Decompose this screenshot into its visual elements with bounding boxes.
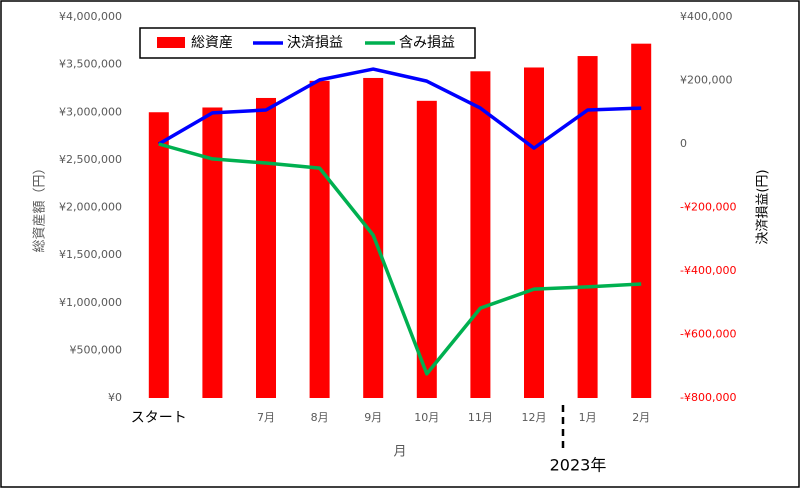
y-tick-label: ¥2,500,000: [59, 153, 122, 166]
y-tick-label: ¥2,000,000: [59, 201, 122, 214]
legend-swatch: [157, 37, 185, 48]
bar: [256, 97, 276, 399]
legend-label: 含み損益: [399, 35, 455, 51]
y2-axis-title: 決済損益(円): [755, 169, 771, 244]
line: [158, 142, 642, 376]
x-tick-label: 12月: [522, 411, 547, 424]
y-axis-title: 総資産額（円）: [32, 161, 48, 252]
x-tick-label: 7月: [257, 411, 275, 424]
bar: [416, 100, 437, 398]
bar: [309, 80, 330, 398]
y2-tick-label: -¥200,000: [680, 201, 736, 214]
y-tick-label: ¥500,000: [70, 343, 123, 356]
y-tick-label: ¥3,000,000: [59, 105, 122, 118]
legend: [139, 27, 476, 59]
legend-label: 決済損益: [287, 35, 343, 51]
y2-tick-label: ¥400,000: [680, 10, 733, 23]
y-tick-label: ¥1,500,000: [59, 248, 122, 261]
x-tick-label: 9月: [364, 411, 382, 424]
bar: [202, 107, 223, 399]
bar: [631, 43, 652, 399]
x-tick-label: 2月: [632, 411, 650, 424]
bar: [470, 71, 491, 398]
x-tick-label: 8月: [311, 411, 329, 424]
y2-tick-label: -¥600,000: [680, 328, 736, 341]
x-tick-label: スタート: [131, 410, 187, 426]
year-annotation: 2023年: [550, 456, 607, 475]
y-tick-label: ¥0: [108, 391, 122, 404]
x-tick-label: 10月: [414, 411, 439, 424]
x-tick-label: 11月: [468, 411, 493, 424]
y-tick-label: ¥1,000,000: [59, 296, 122, 309]
legend-label: 総資産: [191, 35, 233, 51]
bar: [148, 112, 169, 398]
y-tick-label: ¥4,000,000: [59, 10, 122, 23]
y-tick-label: ¥3,500,000: [59, 58, 122, 71]
y2-tick-label: -¥400,000: [680, 264, 736, 277]
y2-tick-label: 0: [680, 137, 687, 150]
line: [157, 67, 642, 150]
y2-tick-label: -¥800,000: [680, 391, 736, 404]
bar: [524, 67, 544, 399]
y2-tick-label: ¥200,000: [680, 74, 733, 87]
x-tick-label: 1月: [579, 411, 597, 424]
x-axis-title: 月: [393, 445, 406, 460]
bar: [577, 56, 598, 399]
